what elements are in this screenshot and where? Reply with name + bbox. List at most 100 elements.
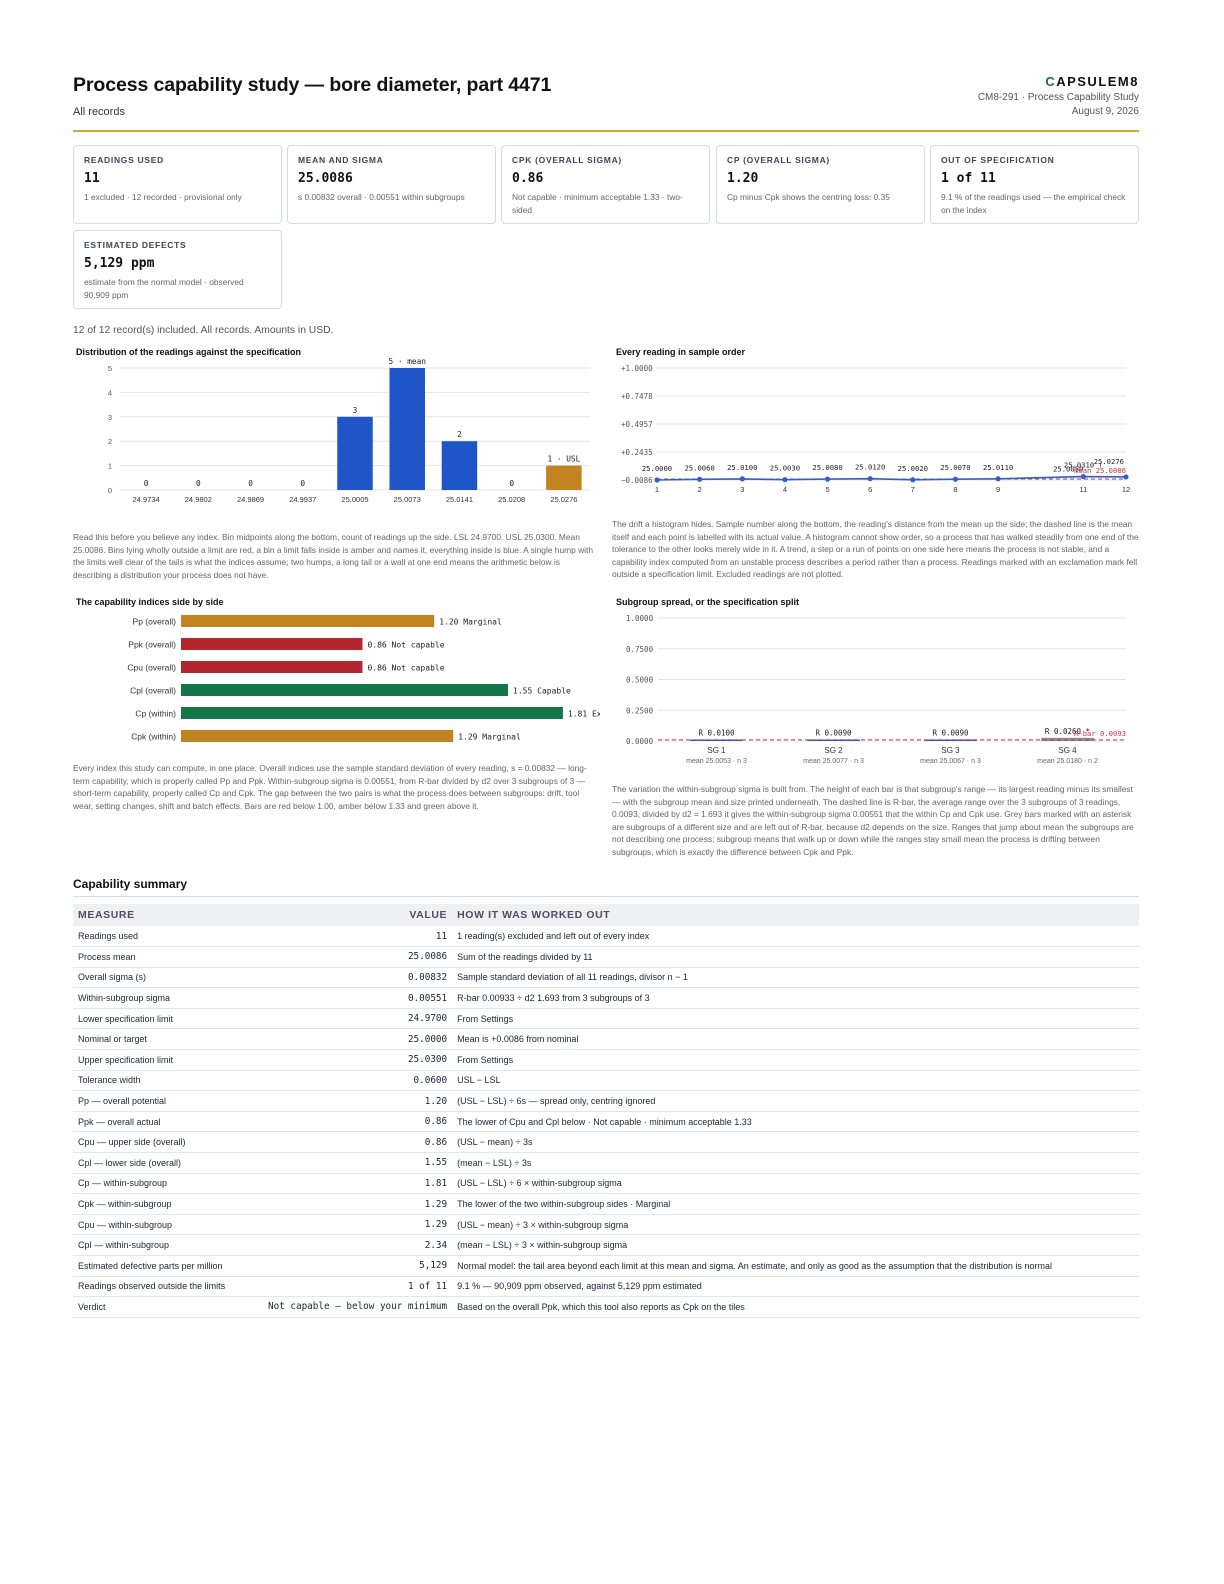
measure-cell: Estimated defective parts per million xyxy=(73,1255,263,1277)
x-tick-label: 2 xyxy=(698,485,702,494)
measure-cell: Cpu — within-subgroup xyxy=(73,1214,263,1236)
method-cell: The lower of Cpu and Cpl below · Not cap… xyxy=(452,1111,1139,1133)
method-cell: From Settings xyxy=(452,1049,1139,1071)
y-tick-label: 4 xyxy=(108,388,112,397)
reading-label-extra: 25.0050 xyxy=(1053,465,1083,474)
tile-cpk-overall: CPK (OVERALL SIGMA) 0.86 Not capable · m… xyxy=(501,145,710,224)
method-cell: Normal model: the tail area beyond each … xyxy=(452,1255,1139,1277)
table-row: Lower specification limit 24.9700 From Set… xyxy=(73,1008,1139,1030)
method-cell: (USL − mean) ÷ 3s xyxy=(452,1131,1139,1154)
rbar-label: R-bar 0.0093 xyxy=(1074,729,1126,738)
x-tick-label: 25.0073 xyxy=(394,495,421,504)
reading-label: 25.0110 xyxy=(983,463,1013,472)
bar-count-label: 0 xyxy=(144,479,149,488)
study-reference: CM8-291 · Process Capability Study xyxy=(977,92,1139,103)
table-row: Verdict Not capable — below your minimum B… xyxy=(73,1296,1139,1318)
table-row: Pp — overall potential 1.20 (USL − LSL) ÷ … xyxy=(73,1090,1139,1112)
index-value-label: 1.29 Marginal xyxy=(458,733,521,742)
method-cell: 1 reading(s) excluded and left out of ev… xyxy=(452,926,1139,948)
reading-label: 25.0060 xyxy=(684,463,714,472)
index-value-label: 0.86 Not capable xyxy=(367,664,444,673)
y-tick-label: 5 xyxy=(108,364,112,373)
table-row: Process mean 25.0086 Sum of the readings d… xyxy=(73,946,1139,968)
reading-label: 25.0276 xyxy=(1094,457,1124,466)
range-label: R 0.0090 xyxy=(932,729,969,738)
bar-count-label: 0 xyxy=(300,479,305,488)
index-label: Ppk (overall) xyxy=(128,640,176,650)
subgroup-chart-title: Subgroup spread, or the specification sp… xyxy=(616,597,800,607)
table-row: Cpk — within-subgroup 1.29 The lower of th… xyxy=(73,1193,1139,1215)
bar-count-label: 5 · mean xyxy=(388,357,426,366)
index-label: Cp (within) xyxy=(135,709,176,719)
index-value-label: 1.55 Capable xyxy=(513,687,571,696)
report-date: August 9, 2026 xyxy=(1071,106,1139,117)
reading-point xyxy=(739,476,745,482)
index-label: Cpk (within) xyxy=(131,732,176,742)
histogram-bar xyxy=(389,368,425,490)
reading-point xyxy=(995,476,1001,482)
method-cell: From Settings xyxy=(452,1008,1139,1030)
measure-cell: Nominal or target xyxy=(73,1028,263,1051)
indices-chart-title: The capability indices side by side xyxy=(76,597,224,607)
y-tick-label: +0.4957 xyxy=(621,420,653,429)
tile-label: OUT OF SPECIFICATION xyxy=(941,155,1055,165)
tile-out-of-specification: OUT OF SPECIFICATION 1 of 11 9.1 % of th… xyxy=(930,145,1139,224)
report-header: Process capability study — bore diameter… xyxy=(73,74,1139,132)
measure-cell: Tolerance width xyxy=(73,1070,263,1092)
index-bar xyxy=(181,615,435,627)
measure-cell: Cpk — within-subgroup xyxy=(73,1193,263,1215)
page-subtitle: All records xyxy=(73,106,125,118)
index-label: Pp (overall) xyxy=(133,617,177,627)
value-cell: 1.29 xyxy=(263,1214,453,1236)
value-cell: 1.29 xyxy=(263,1193,453,1215)
tile-note: 9.1 % of the readings used — the empiric… xyxy=(941,192,1126,215)
measure-cell: Cp — within-subgroup xyxy=(73,1173,263,1195)
tile-value: 25.0086 xyxy=(298,171,353,186)
method-cell: Sample standard deviation of all 11 read… xyxy=(452,967,1139,989)
histogram-caption: Read this before you believe any index. … xyxy=(73,532,593,580)
tile-value: 11 xyxy=(84,171,100,186)
measure-cell: Pp — overall potential xyxy=(73,1090,263,1112)
tile-note: s 0.00832 overall · 0.00551 within subgr… xyxy=(298,192,465,202)
value-cell: 1.55 xyxy=(263,1152,453,1174)
y-tick-label: 3 xyxy=(108,413,112,422)
brand-logo-rest: APSULEM8 xyxy=(1056,74,1139,89)
reading-point xyxy=(1080,473,1086,480)
table-row: Readings used 11 1 reading(s) excluded and… xyxy=(73,926,1139,948)
reading-point xyxy=(697,476,703,482)
subgroup-label: SG 3 xyxy=(941,746,960,755)
tile-value: 0.86 xyxy=(512,171,544,186)
y-tick-label: 0 xyxy=(108,486,112,495)
tile-label: CP (OVERALL SIGMA) xyxy=(727,155,830,165)
subgroup-sub-label: mean 25.0180 · n 2 xyxy=(1037,758,1098,765)
measure-cell: Readings observed outside the limits xyxy=(73,1276,263,1298)
histogram-title: Distribution of the readings against the… xyxy=(76,347,302,357)
reading-label: 25.0020 xyxy=(898,464,928,473)
x-tick-label: 25.0005 xyxy=(341,495,368,504)
tile-note: Cp minus Cpk shows the centring loss: 0.… xyxy=(727,192,890,202)
tile-label: MEAN AND SIGMA xyxy=(298,155,384,165)
bar-count-label: 0 xyxy=(509,479,514,488)
tile-mean-and-sigma: MEAN AND SIGMA 25.0086 s 0.00832 overall… xyxy=(287,145,496,224)
tile-cp-overall: CP (OVERALL SIGMA) 1.20 Cp minus Cpk sho… xyxy=(716,145,925,224)
table-row: Nominal or target 25.0000 Mean is +0.0086 … xyxy=(73,1028,1139,1051)
subgroup-chart-caption: The variation the within-subgroup sigma … xyxy=(612,784,1134,857)
histogram-bar xyxy=(546,465,582,490)
x-tick-label: 4 xyxy=(783,485,787,494)
method-cell: 9.1 % — 90,909 ppm observed, against 5,1… xyxy=(452,1276,1139,1298)
tile-value: 1 of 11 xyxy=(941,171,996,186)
y-tick-label: 0.0000 xyxy=(626,737,654,746)
x-tick-label: 24.9802 xyxy=(185,495,212,504)
col-how: HOW IT WAS WORKED OUT xyxy=(452,904,1139,926)
tile-label: ESTIMATED DEFECTS xyxy=(84,240,187,250)
subgroup-sub-label: mean 25.0077 · n 3 xyxy=(803,758,864,765)
value-cell: 25.0000 xyxy=(263,1028,453,1051)
summary-body: Readings used 11 1 reading(s) excluded and… xyxy=(73,926,1139,1318)
x-tick-label: 25.0208 xyxy=(498,495,525,504)
tile-note: estimate from the normal model · observe… xyxy=(84,277,244,300)
brand-logo-lead: C xyxy=(1045,74,1057,89)
subgroup-range-bar xyxy=(924,739,977,741)
reading-label: 25.0100 xyxy=(727,463,757,472)
measure-cell: Ppk — overall actual xyxy=(73,1111,263,1133)
y-tick-label: −0.0086 xyxy=(621,476,653,485)
